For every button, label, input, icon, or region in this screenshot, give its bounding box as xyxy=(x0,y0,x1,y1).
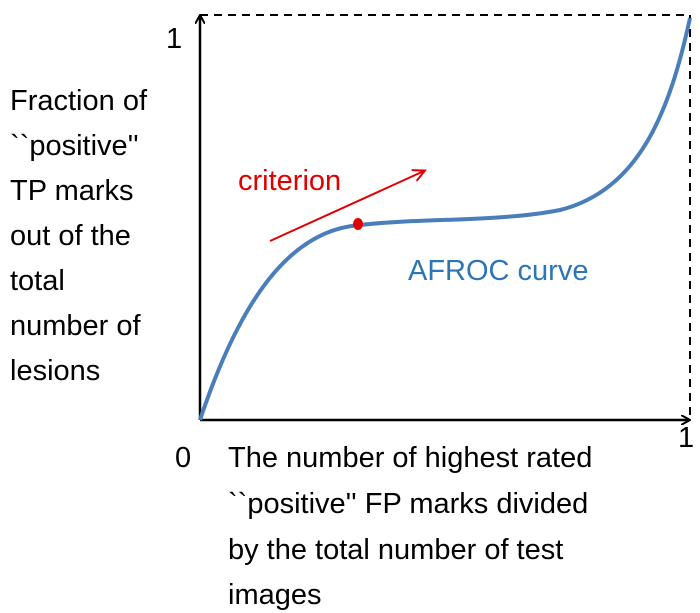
y-title-line: lesions xyxy=(10,355,100,387)
x-title-line: The number of highest rated xyxy=(228,442,592,474)
x-title-line: images xyxy=(228,579,322,611)
afroc-curve xyxy=(198,17,692,421)
y-title-line: out of the xyxy=(10,220,131,252)
x-max-label: 1 xyxy=(678,422,694,454)
x-title-line: ``positive'' FP marks divided xyxy=(228,488,588,520)
curve-label: AFROC curve xyxy=(408,255,588,287)
x-axis-title: The number of highest rated ``positive''… xyxy=(228,442,592,611)
y-title-line: number of xyxy=(10,310,142,342)
criterion-arrow xyxy=(269,171,424,242)
y-title-line: ``positive'' xyxy=(10,130,139,162)
criterion-label: criterion xyxy=(238,165,341,197)
y-max-label: 1 xyxy=(166,23,182,55)
y-title-line: total xyxy=(10,265,65,297)
criterion-point xyxy=(353,218,363,230)
dashed-box xyxy=(200,14,691,420)
x-min-label: 0 xyxy=(175,442,191,474)
y-title-line: Fraction of xyxy=(10,85,148,117)
x-title-line: by the total number of test xyxy=(228,534,563,566)
y-title-line: TP marks xyxy=(10,175,134,207)
y-axis-title: Fraction of ``positive'' TP marks out of… xyxy=(10,85,148,387)
